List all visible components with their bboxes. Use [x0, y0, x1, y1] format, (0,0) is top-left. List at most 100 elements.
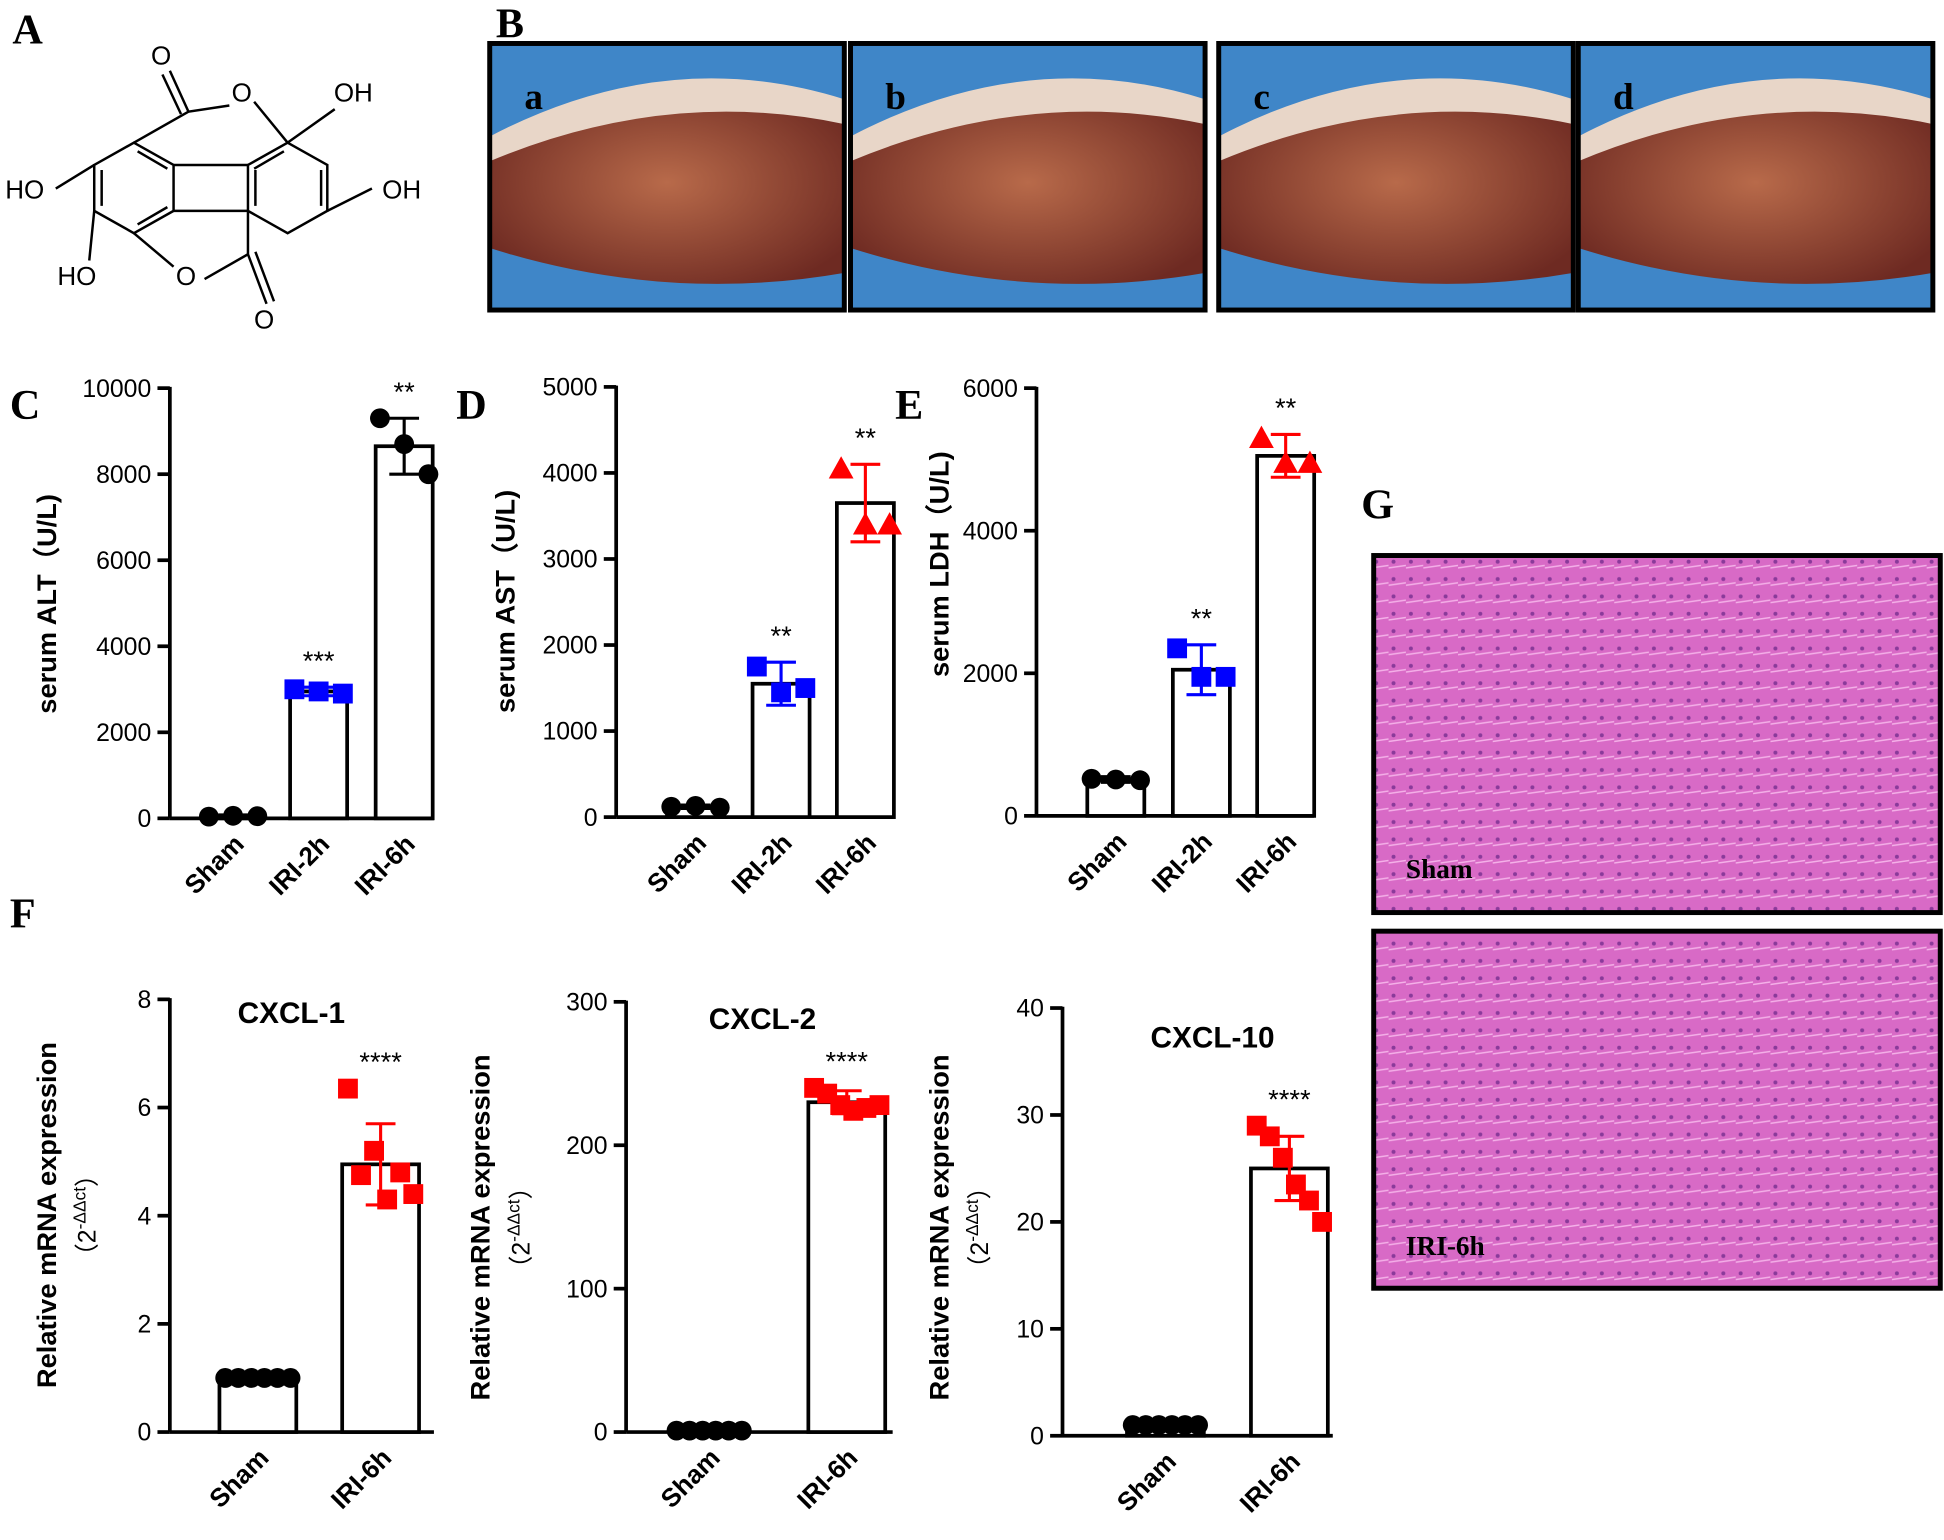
y-tick-label: 2 [137, 1312, 151, 1339]
y-tick-label: 30 [1016, 1103, 1044, 1130]
data-point [1081, 768, 1102, 789]
y-axis-unit: （2-ΔΔct） [70, 1162, 102, 1268]
panel-label: A [12, 6, 43, 53]
data-point [1272, 1147, 1293, 1168]
y-tick-label: 3000 [542, 547, 597, 574]
x-tick-label: Sham [641, 827, 712, 898]
atom-label: O [176, 261, 196, 291]
data-point [877, 512, 903, 535]
data-point [852, 512, 878, 535]
atom-label: O [151, 41, 171, 71]
y-tick-label: 100 [566, 1276, 607, 1303]
y-tick-label: 2000 [542, 633, 597, 660]
data-point [284, 679, 305, 700]
y-tick-label: 6000 [96, 548, 151, 575]
data-point [418, 464, 439, 485]
atom-label: OH [334, 78, 373, 108]
chart-title: CXCL-1 [238, 997, 345, 1030]
histology-label: IRI-6h [1406, 1231, 1485, 1261]
data-point [795, 678, 816, 698]
data-point [1105, 769, 1126, 790]
data-point [746, 656, 767, 677]
y-tick-label: 5000 [542, 375, 597, 402]
photo-frame [848, 41, 1208, 313]
bar [806, 1100, 888, 1434]
data-point [869, 1095, 890, 1116]
x-tick-label: Sham [1111, 1446, 1182, 1517]
significance: ** [1275, 392, 1297, 423]
bar [1255, 454, 1317, 818]
x-tick-label: IRI-6h [325, 1442, 397, 1514]
data-point [1312, 1211, 1332, 1232]
significance: **** [359, 1046, 402, 1077]
panel-label: C [10, 382, 40, 429]
x-tick-label: IRI-2h [1146, 826, 1218, 898]
photo-label: a [524, 77, 543, 118]
data-point [1249, 425, 1274, 448]
y-axis-unit-part: -ΔΔct [503, 1199, 523, 1242]
y-tick-label: 40 [1016, 996, 1044, 1023]
data-point [332, 683, 353, 704]
bar [835, 501, 896, 819]
y-axis-unit-part: （2 [507, 1242, 535, 1281]
significance: ** [855, 422, 877, 453]
x-tick-label: Sham [654, 1442, 725, 1513]
data-point [1286, 1174, 1306, 1195]
x-tick-label: IRI-2h [263, 829, 335, 901]
photo-label: b [885, 77, 906, 118]
data-point [338, 1078, 358, 1099]
significance: *** [303, 645, 335, 676]
y-tick-label: 0 [584, 805, 598, 832]
y-tick-label: 2000 [963, 661, 1018, 688]
photo-frame [487, 41, 847, 313]
photo: b [848, 41, 1208, 313]
y-axis-unit-part: -ΔΔct [962, 1199, 982, 1242]
data-point [377, 1189, 398, 1210]
tissue [1218, 81, 1574, 284]
data-point [370, 408, 390, 429]
chart: 0 2 4 6 8 Relative mRNA expression （2-ΔΔct） CXC… [31, 987, 434, 1515]
data-point [223, 805, 243, 826]
atom-label: O [232, 78, 252, 108]
data-point [364, 1140, 385, 1161]
histology-image [1371, 553, 1943, 916]
photo-frame [1575, 41, 1936, 313]
x-tick-label: Sham [178, 829, 249, 900]
data-point [1188, 1415, 1208, 1435]
x-tick-label: Sham [1061, 826, 1132, 897]
y-tick-label: 0 [137, 1420, 151, 1447]
chart-title: CXCL-10 [1151, 1022, 1275, 1055]
skin-flap [1218, 78, 1574, 162]
chart: 0 2000 4000 6000 serum LDH（U/L) Sham ** IRI-2h *… [923, 376, 1323, 899]
tissue [1578, 81, 1933, 284]
photo: a [487, 41, 847, 313]
y-tick-label: 6 [137, 1095, 151, 1122]
y-axis-label: serum LDH（U/L) [923, 451, 954, 677]
histology-image [1371, 928, 1943, 1291]
y-tick-label: 0 [594, 1420, 608, 1447]
y-axis-label: Relative mRNA expression [465, 1054, 496, 1400]
bar [373, 444, 435, 821]
y-tick-label: 1000 [542, 719, 597, 746]
skin-flap [1578, 78, 1933, 162]
data-point [308, 681, 329, 702]
tissue [489, 81, 845, 284]
panel-label: G [1361, 481, 1394, 528]
y-axis-label: serum AST（U/L) [490, 490, 521, 713]
molecule-structure [55, 70, 373, 305]
x-tick-label: IRI-6h [810, 827, 882, 899]
y-tick-label: 10000 [82, 376, 151, 403]
x-tick-label: IRI-6h [1230, 826, 1302, 898]
photo-label: c [1253, 77, 1270, 118]
data-point [1167, 638, 1188, 659]
data-point [394, 434, 415, 454]
significance: **** [1268, 1083, 1311, 1114]
y-tick-label: 4000 [96, 634, 151, 661]
data-point [709, 797, 730, 818]
y-tick-label: 20 [1016, 1210, 1044, 1237]
atom-label: HO [5, 174, 44, 204]
y-tick-label: 0 [137, 806, 151, 833]
x-tick-label: IRI-6h [1234, 1446, 1306, 1518]
